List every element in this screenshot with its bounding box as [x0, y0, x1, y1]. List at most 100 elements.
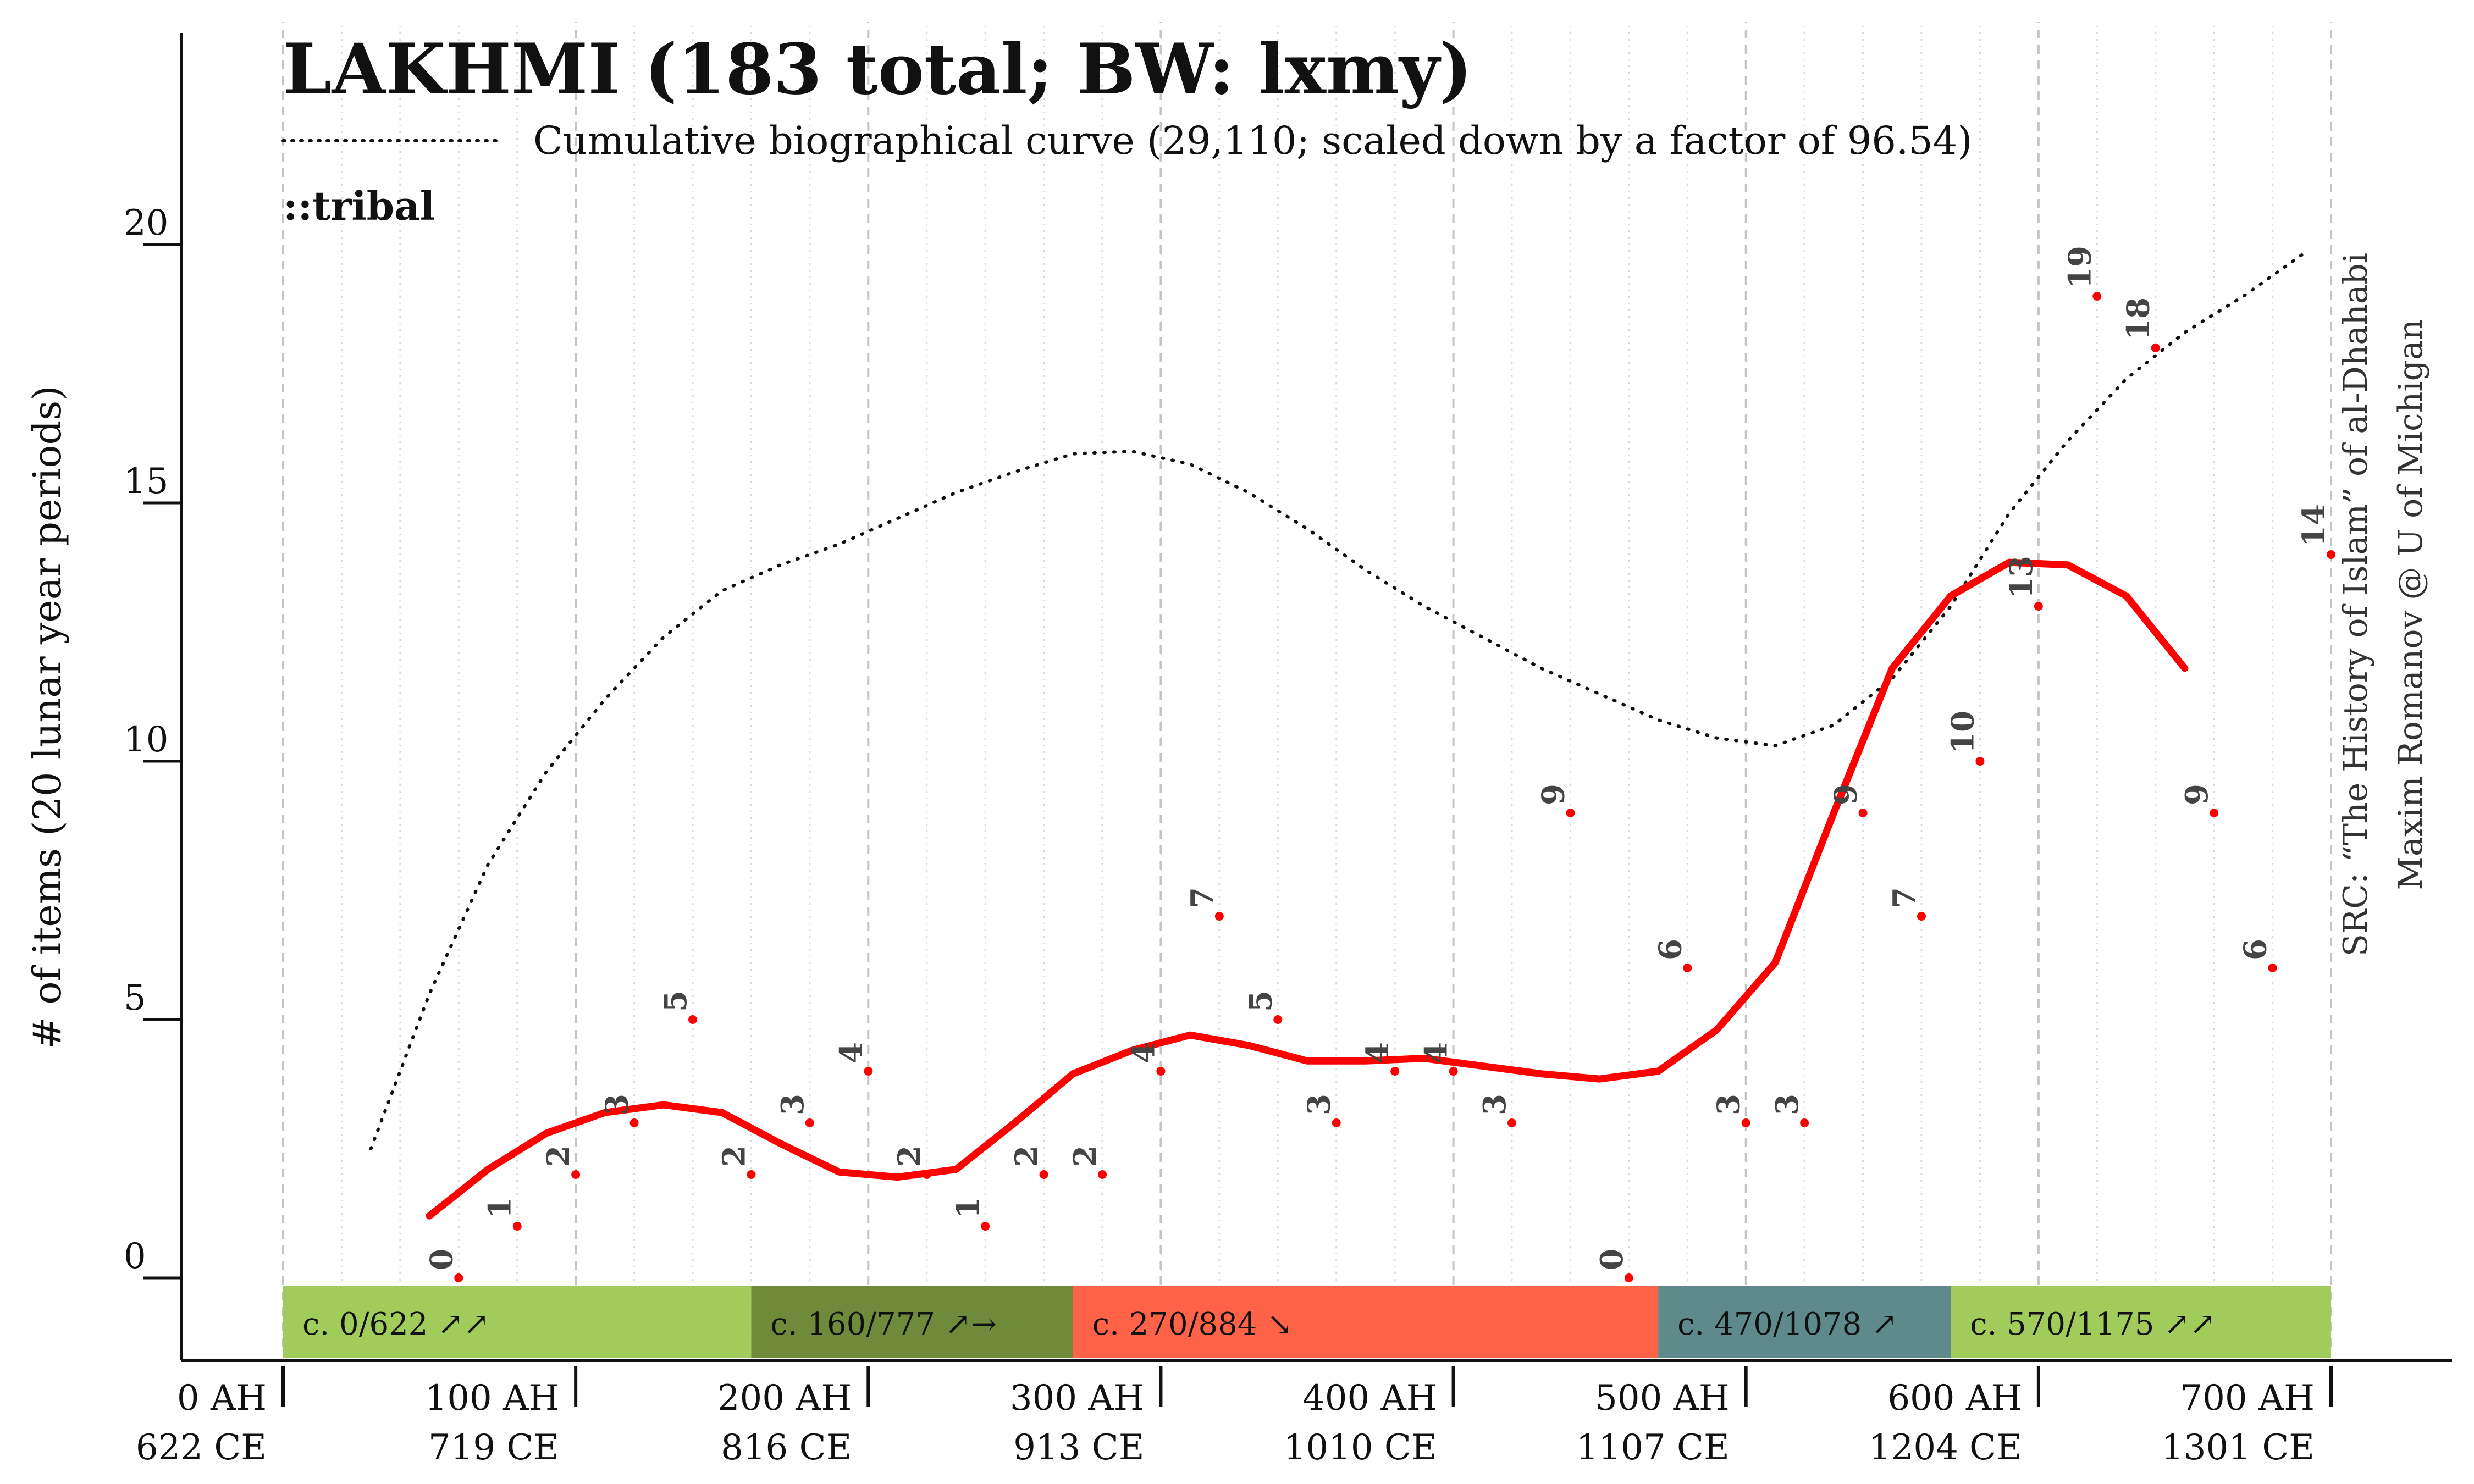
data-label-11: 2 — [1067, 1145, 1103, 1167]
data-point-11 — [1098, 1170, 1107, 1179]
data-point-5 — [747, 1170, 756, 1179]
period-label-1: c. 160/777 ↗→ — [770, 1306, 996, 1342]
x-tick-label-ce: 816 CE — [721, 1427, 852, 1468]
data-point-14 — [1273, 1015, 1283, 1024]
data-point-20 — [1624, 1273, 1633, 1282]
period-label-3: c. 470/1078 ↗ — [1677, 1306, 1897, 1342]
data-point-31 — [2268, 964, 2277, 972]
data-label-10: 2 — [1009, 1145, 1045, 1167]
y-tick-label: 20 — [124, 203, 168, 243]
y-axis-label: # of items (20 lunar year periods) — [25, 385, 70, 1049]
data-point-23 — [1800, 1118, 1809, 1127]
smoothed-curve — [426, 558, 2189, 1220]
x-tick-label-ce: 1107 CE — [1576, 1427, 1730, 1468]
data-label-18: 3 — [1477, 1094, 1513, 1115]
data-label-20: 0 — [1594, 1249, 1630, 1270]
data-label-5: 2 — [716, 1145, 752, 1167]
data-label-26: 10 — [1945, 711, 1981, 754]
period-band-4 — [1951, 1286, 2331, 1358]
data-label-15: 3 — [1301, 1094, 1338, 1115]
y-tick-label: 0 — [124, 1236, 146, 1277]
data-point-8 — [922, 1170, 931, 1179]
y-tick-label: 5 — [124, 978, 146, 1018]
x-tick-label-ah: 600 AH — [1887, 1378, 2022, 1419]
data-point-4 — [688, 1015, 697, 1024]
data-point-0 — [454, 1273, 463, 1282]
data-point-26 — [1975, 757, 1985, 766]
data-label-3: 3 — [599, 1094, 636, 1115]
source-line-1: SRC: “The History of Islam” of al-Dhahab… — [2337, 253, 2375, 956]
data-point-24 — [1858, 809, 1868, 817]
data-label-32: 14 — [2296, 504, 2332, 547]
data-point-13 — [1214, 912, 1224, 921]
period-bands: c. 0/622 ↗↗ c. 160/777 ↗→ c. 270/884 ↘ c. 4… — [283, 1286, 2331, 1358]
x-tick-label-ah: 700 AH — [2180, 1378, 2315, 1419]
data-label-19: 9 — [1535, 784, 1571, 805]
data-point-30 — [2210, 809, 2219, 817]
data-point-32 — [2327, 550, 2335, 559]
data-point-28 — [2092, 292, 2102, 301]
data-label-8: 2 — [892, 1145, 928, 1167]
data-label-28: 19 — [2062, 246, 2098, 289]
x-tick-label-ah: 0 AH — [177, 1378, 267, 1419]
x-tick-label-ah: 400 AH — [1302, 1378, 1437, 1419]
data-point-19 — [1566, 809, 1575, 817]
x-tick-label-ce: 1204 CE — [1869, 1427, 2022, 1468]
data-label-12: 4 — [1125, 1042, 1162, 1064]
period-band-3 — [1658, 1286, 1951, 1358]
data-point-1 — [512, 1222, 522, 1231]
x-tick-label-ah: 100 AH — [425, 1378, 560, 1419]
data-point-18 — [1507, 1118, 1516, 1127]
data-point-2 — [571, 1170, 581, 1179]
y-tick-label: 10 — [124, 719, 168, 760]
data-label-2: 2 — [540, 1145, 577, 1167]
data-point-22 — [1741, 1118, 1750, 1127]
data-point-12 — [1156, 1067, 1166, 1076]
x-tick-label-ah: 200 AH — [717, 1378, 852, 1419]
data-label-9: 1 — [950, 1197, 986, 1219]
period-band-0 — [283, 1286, 752, 1358]
source-line-2: Maxim Romanov @ U of Michigan — [2392, 319, 2430, 890]
data-label-17: 4 — [1418, 1042, 1455, 1064]
x-tick-label-ce: 1301 CE — [2161, 1427, 2315, 1468]
data-point-6 — [805, 1118, 814, 1127]
data-label-30: 9 — [2179, 784, 2215, 805]
data-label-4: 5 — [658, 990, 694, 1012]
data-label-23: 3 — [1769, 1094, 1805, 1115]
data-label-7: 4 — [833, 1042, 869, 1064]
data-point-9 — [981, 1222, 990, 1231]
period-band-1 — [751, 1286, 1073, 1358]
data-label-25: 7 — [1886, 887, 1923, 909]
period-label-0: c. 0/622 ↗↗ — [302, 1306, 489, 1342]
x-tick-label-ce: 719 CE — [428, 1427, 559, 1468]
x-tick-label-ce: 1010 CE — [1284, 1427, 1437, 1468]
data-point-7 — [864, 1067, 873, 1076]
x-tick-label-ah: 500 AH — [1595, 1378, 1730, 1419]
data-label-16: 4 — [1360, 1042, 1396, 1064]
data-label-31: 6 — [2238, 939, 2274, 960]
x-tick-label-ce: 622 CE — [136, 1427, 267, 1468]
data-label-14: 5 — [1242, 990, 1279, 1012]
data-point-21 — [1683, 964, 1692, 972]
data-point-17 — [1449, 1067, 1458, 1076]
data-point-3 — [629, 1118, 639, 1127]
data-label-29: 18 — [2120, 297, 2157, 340]
data-label-1: 1 — [482, 1197, 518, 1219]
legend-cumulative-label: Cumulative biographical curve (29,110; s… — [533, 118, 1973, 163]
data-point-10 — [1039, 1170, 1048, 1179]
chart-title: LAKHMI (183 total; BW: lxmy) — [283, 29, 1472, 110]
data-label-13: 7 — [1184, 887, 1221, 909]
data-label-6: 3 — [775, 1094, 811, 1115]
data-label-27: 13 — [2003, 556, 2040, 599]
data-point-27 — [2034, 602, 2043, 611]
x-tick-label-ce: 913 CE — [1013, 1427, 1144, 1468]
period-label-2: c. 270/884 ↘ — [1092, 1306, 1293, 1342]
data-label-22: 3 — [1711, 1094, 1747, 1115]
data-point-16 — [1390, 1067, 1400, 1076]
series — [369, 253, 2304, 1220]
y-tick-label: 15 — [124, 461, 168, 502]
topic-label: ::tribal — [283, 182, 435, 229]
